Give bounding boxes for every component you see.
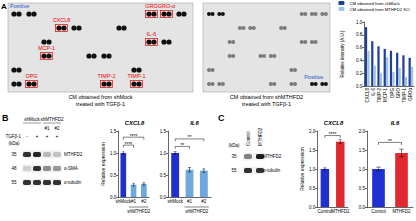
svg-text:Relative expression: Relative expression [100,142,106,186]
svg-text:α-tubulin: α-tubulin [64,180,82,185]
svg-text:A: A [1,2,7,11]
svg-text:CM obtained from MTHFD2 KO: CM obtained from MTHFD2 KO [349,7,410,12]
svg-text:MTHFD2: MTHFD2 [258,127,263,146]
svg-text:1.0: 1.0 [110,151,117,156]
svg-text:#2: #2 [54,126,60,131]
svg-text:35: 35 [11,152,17,157]
svg-text:****: **** [130,133,138,139]
svg-text:+: + [46,133,49,139]
svg-text:0.5: 0.5 [359,186,366,191]
svg-text:55: 55 [11,180,17,185]
svg-text:CXCL8: CXCL8 [125,120,145,126]
svg-text:2.0: 2.0 [359,129,366,134]
svg-text:TIMP-1: TIMP-1 [402,88,407,103]
svg-text:TIMP-1: TIMP-1 [127,73,145,79]
svg-text:GRO: GRO [396,88,401,99]
svg-text:Relative expression: Relative expression [299,147,305,191]
svg-text:1.5: 1.5 [110,129,117,134]
svg-text:shMTHFD2: shMTHFD2 [40,117,63,122]
svg-text:MTHFD2: MTHFD2 [331,209,350,214]
svg-text:1.0: 1.0 [309,167,316,172]
svg-text:IL6: IL6 [190,120,199,126]
svg-text:IL-6: IL-6 [147,31,156,37]
svg-text:shMTHFD2: shMTHFD2 [127,209,150,214]
svg-text:shMTHFD2: shMTHFD2 [185,209,208,214]
svg-text:**: ** [180,142,184,148]
svg-text:Relative intensity (A.U.): Relative intensity (A.U.) [340,30,345,78]
svg-text:shMock: shMock [167,199,183,204]
svg-text:OPG: OPG [390,88,395,99]
svg-text:treated with TGFβ-1: treated with TGFβ-1 [242,101,291,107]
svg-text:0.0: 0.0 [359,205,366,210]
svg-text:IL-6: IL-6 [371,88,376,96]
svg-text:GRO-α: GRO-α [158,3,176,9]
svg-text:MCP-1: MCP-1 [38,45,55,51]
svg-text:35: 35 [231,154,237,159]
svg-text:1.5: 1.5 [359,148,366,153]
svg-text:****: **** [329,131,337,137]
svg-text:1.0: 1.0 [160,151,167,156]
svg-text:0.8: 0.8 [356,32,363,37]
svg-text:0.0: 0.0 [309,205,316,210]
svg-text:0.6: 0.6 [356,45,363,50]
svg-text:0.5: 0.5 [110,173,117,178]
svg-text:IL6: IL6 [391,120,400,126]
svg-text:0.5: 0.5 [309,186,316,191]
svg-text:CXCL8: CXCL8 [365,88,370,103]
svg-text:**: ** [388,138,392,144]
svg-text:#1: #1 [44,126,50,131]
svg-text:CXCL8: CXCL8 [324,120,344,126]
svg-text:CM obtained from shMock: CM obtained from shMock [68,94,132,100]
svg-text:1.0: 1.0 [356,20,363,25]
svg-text:2.0: 2.0 [309,129,316,134]
svg-text:TGFβ-1: TGFβ-1 [5,134,21,139]
svg-text:0.0: 0.0 [356,84,363,89]
svg-text:Positive: Positive [10,3,29,9]
svg-text:#1: #1 [131,199,137,204]
svg-text:0.2: 0.2 [356,71,363,76]
svg-text:MCP-1: MCP-1 [383,88,388,102]
svg-text:-: - [26,133,28,139]
svg-text:#2: #2 [201,199,207,204]
svg-text:α-SMA: α-SMA [64,166,78,171]
svg-text:0.0: 0.0 [160,195,167,200]
svg-text:0.4: 0.4 [356,58,363,63]
svg-text:Positive: Positive [304,74,323,80]
svg-text:GRO: GRO [145,3,158,9]
svg-text:treated with TGFβ-1: treated with TGFβ-1 [76,101,125,107]
svg-text:48: 48 [11,166,17,171]
svg-text:B: B [2,113,9,123]
svg-text:shMock: shMock [24,117,40,122]
svg-text:55: 55 [231,168,237,173]
svg-text:TIMP-2: TIMP-2 [377,88,382,103]
svg-text:OPG: OPG [25,73,37,79]
svg-text:GROα: GROα [408,88,413,101]
svg-text:TIMP-2: TIMP-2 [97,73,115,79]
svg-text:0.0: 0.0 [109,194,117,200]
svg-text:+: + [56,133,59,139]
svg-text:CXCL8: CXCL8 [53,17,71,23]
svg-text:**: ** [188,134,192,140]
svg-text:Control: Control [246,131,251,146]
svg-text:(kDa): (kDa) [229,143,241,148]
svg-text:#1: #1 [187,199,193,204]
svg-text:shMock: shMock [116,199,132,204]
svg-text:MTHFD2: MTHFD2 [392,209,411,214]
svg-text:Control: Control [371,209,386,214]
svg-text:CM obtained from shMock: CM obtained from shMock [349,1,400,6]
svg-text:1.5: 1.5 [309,148,316,153]
svg-text:#2: #2 [141,199,147,204]
svg-text:****: **** [125,141,133,147]
svg-text:C: C [218,113,225,123]
svg-text:MTHFD2: MTHFD2 [263,154,282,159]
svg-text:Control: Control [318,209,333,214]
svg-text:(kDa): (kDa) [9,141,21,146]
svg-text:1.0: 1.0 [359,167,366,172]
svg-text:α-tubulin: α-tubulin [263,168,281,173]
svg-text:CM obtained from shMTHFD2: CM obtained from shMTHFD2 [230,94,303,100]
svg-text:+: + [36,133,39,139]
svg-text:0.5: 0.5 [160,173,167,178]
svg-text:MTHFD2: MTHFD2 [64,152,83,157]
svg-text:1.5: 1.5 [160,129,167,134]
